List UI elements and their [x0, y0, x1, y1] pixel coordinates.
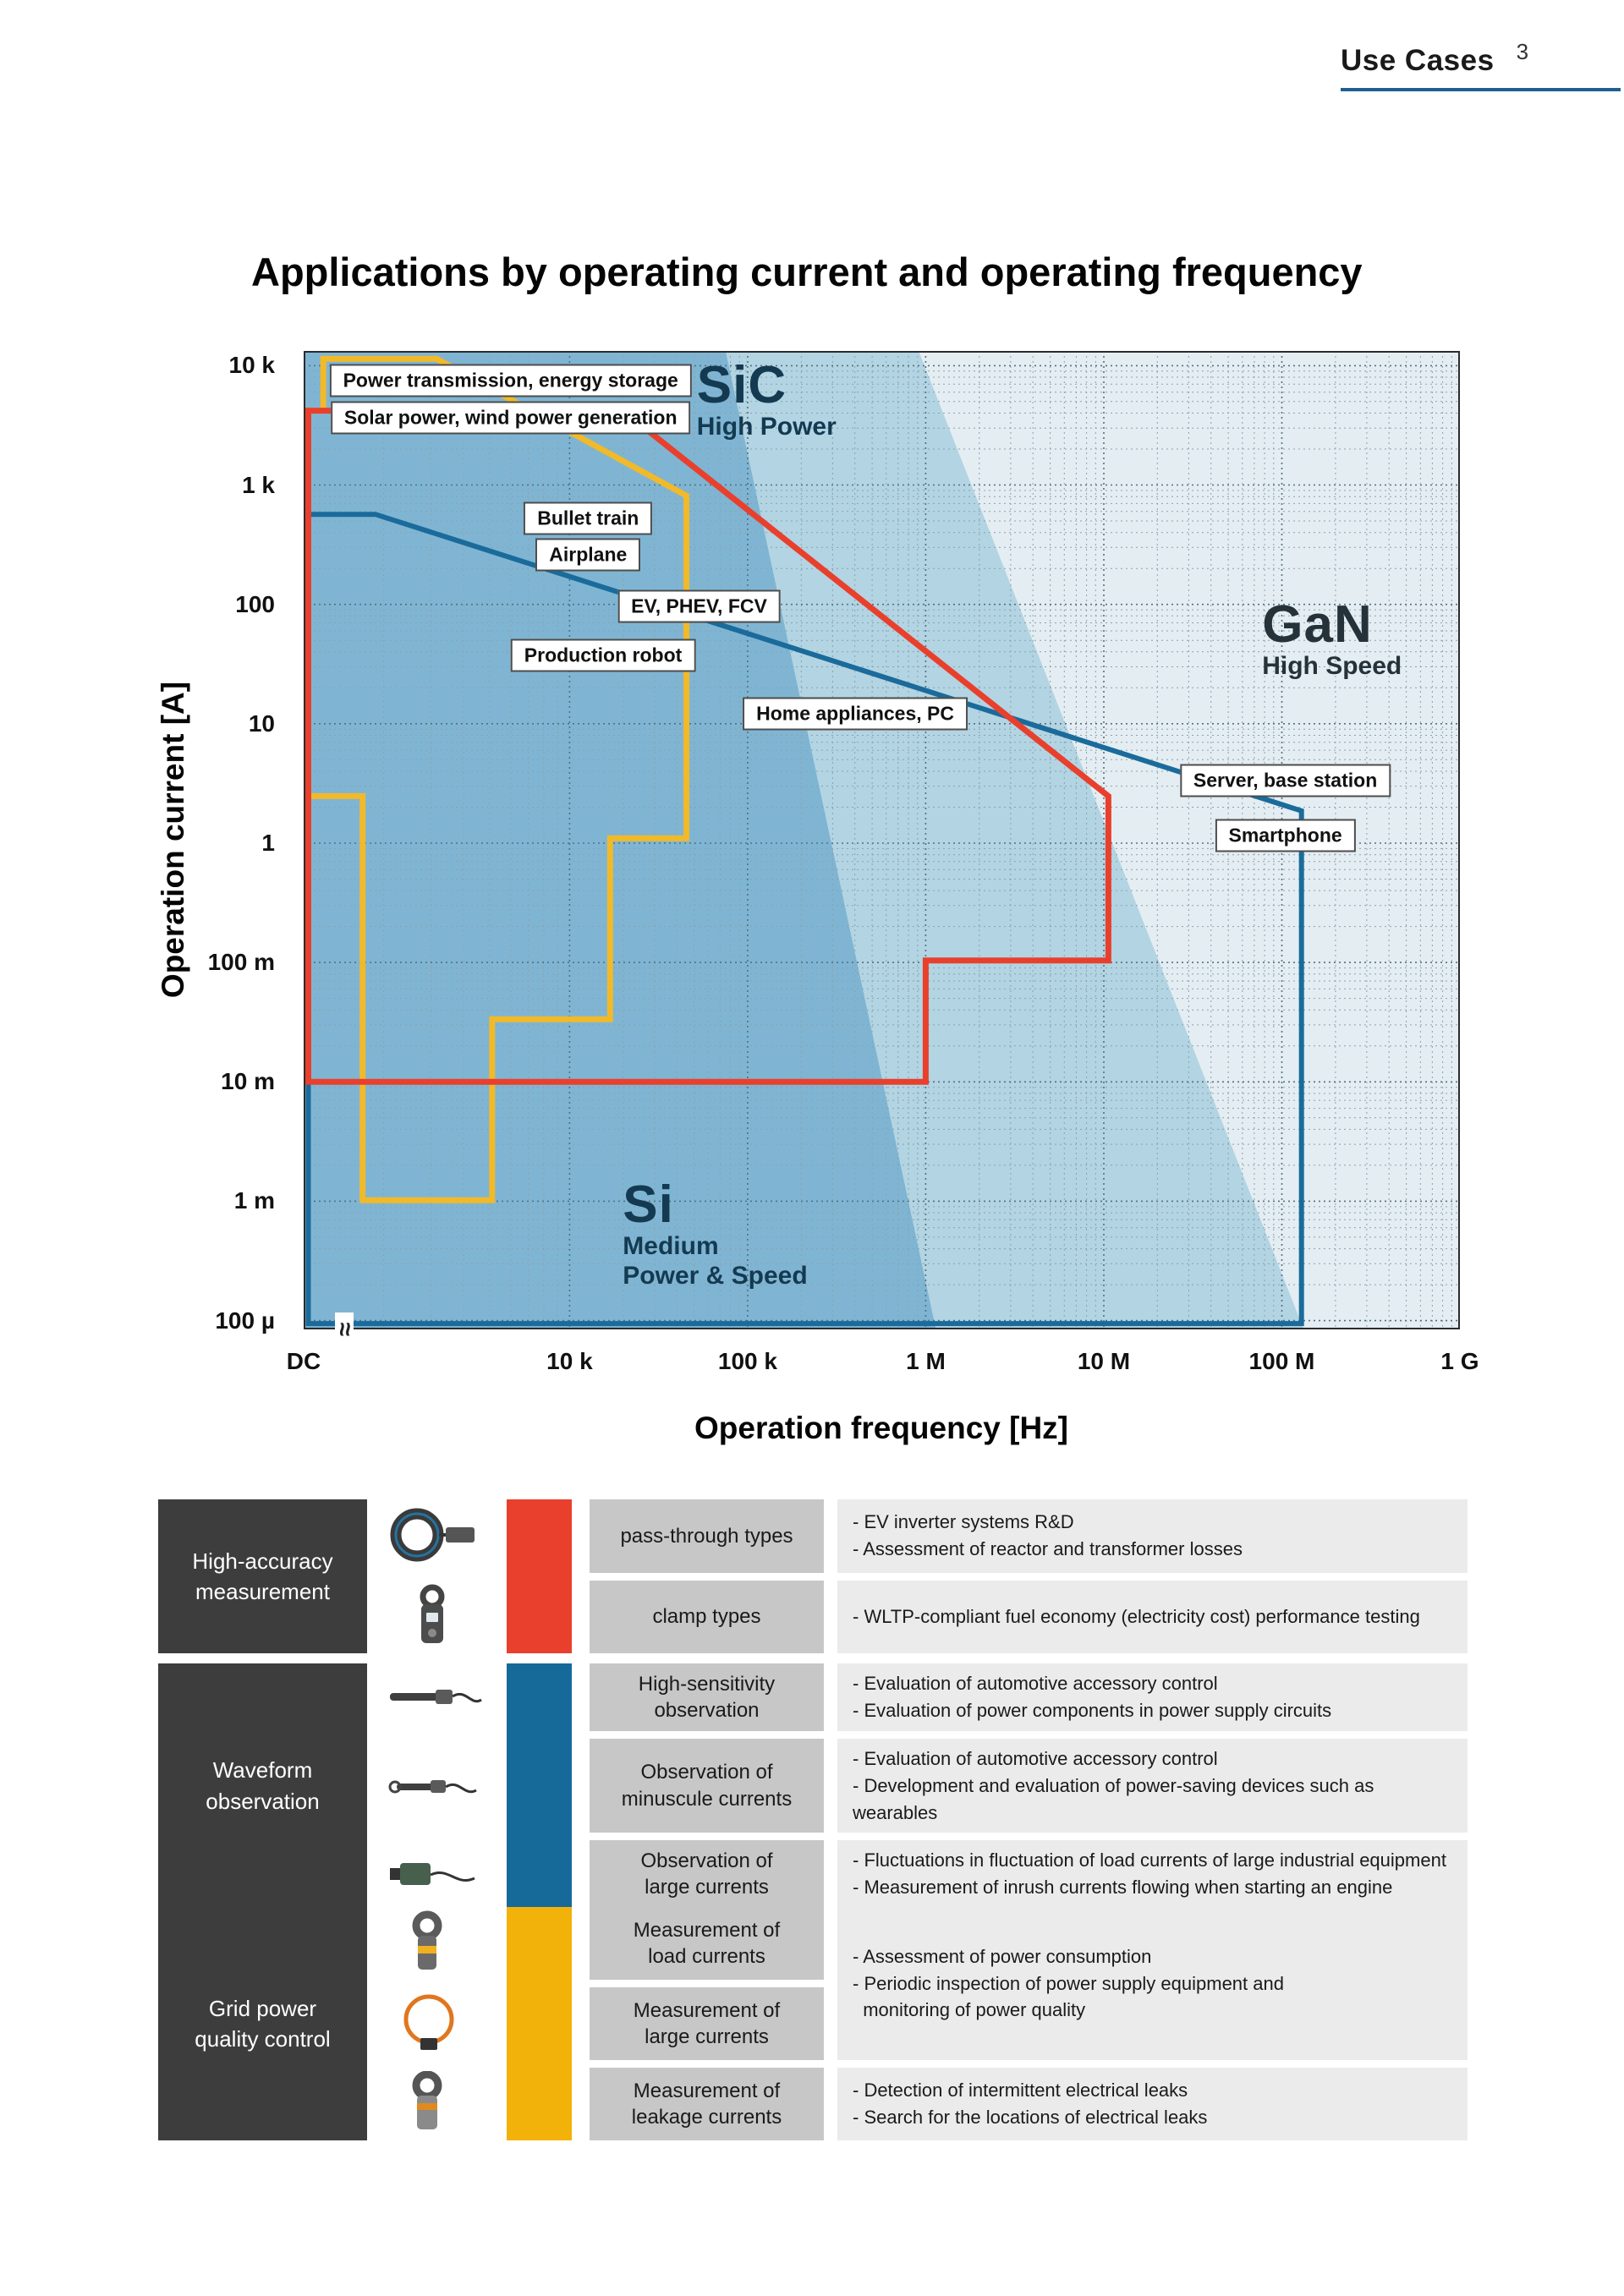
- group-color-bar: [507, 1499, 572, 1653]
- clamp-meter-icon: [420, 1584, 445, 1643]
- region-label-si: Si Medium Power & Speed: [623, 1175, 808, 1291]
- row-label: Measurement of load currents: [590, 1907, 824, 1980]
- use-case-group-waveform-observation: Waveform observation High-sen: [158, 1663, 1468, 1909]
- region-sublabel: High Speed: [1262, 651, 1402, 680]
- y-tick-label: 100 m: [207, 949, 275, 976]
- chart-annotation: EV, PHEV, FCV: [617, 589, 781, 623]
- region-sic-fill: [726, 351, 1304, 1329]
- applications-chart: ≈ Power transmission, energy storage Sola…: [304, 351, 1460, 1346]
- region-sublabel: Medium Power & Speed: [623, 1231, 808, 1290]
- outline-high-accuracy-measurement: [305, 408, 1111, 1085]
- x-tick-label: 1 G: [1440, 1348, 1479, 1374]
- chart-annotation: Smartphone: [1215, 819, 1356, 852]
- page-number: 3: [1516, 39, 1529, 64]
- leakage-clamp-photo: [367, 2068, 499, 2140]
- group-color-bar: [507, 1907, 572, 2140]
- clamp-meter-photo: [367, 1581, 499, 1654]
- y-tick-label: 1 m: [233, 1187, 275, 1214]
- row-label: clamp types: [590, 1580, 824, 1653]
- region-label-gan: GaN High Speed: [1262, 595, 1402, 682]
- load-current-clamp-photo: [367, 1907, 499, 1980]
- x-tick-label: 1 M: [906, 1348, 946, 1374]
- chart-annotation: Airplane: [535, 538, 641, 572]
- row-label: pass-through types: [590, 1499, 824, 1573]
- x-tick-label: 10 M: [1077, 1348, 1131, 1374]
- chart-title: Applications by operating current and op…: [251, 249, 1363, 294]
- x-axis-title: Operation frequency [Hz]: [694, 1411, 1068, 1445]
- group-title: Grid power quality control: [158, 1907, 367, 2140]
- outline-waveform-observation: [305, 512, 1304, 1327]
- y-axis-ticks: 10 k 1 k 100 10 1 100 m 10 m 1 m 100 µ: [0, 351, 288, 1333]
- y-tick-label: 100: [235, 590, 275, 617]
- probe-icon: [388, 1779, 477, 1794]
- row-label: Measurement of leakage currents: [590, 2068, 824, 2140]
- region-sublabel: High Power: [696, 413, 837, 441]
- row-description: - Evaluation of automotive accessory con…: [837, 1663, 1468, 1731]
- y-tick-label: 100 µ: [215, 1307, 275, 1334]
- leak-clamp-icon: [412, 2071, 442, 2129]
- region-name: SiC: [696, 356, 787, 415]
- high-sensitivity-probe-photo: [367, 1663, 499, 1731]
- chart-annotation: Production robot: [510, 638, 696, 672]
- x-tick-label: DC: [286, 1348, 321, 1374]
- section-title: Use Cases: [1341, 44, 1495, 77]
- use-case-group-high-accuracy: High-accuracy measurement pass-through t…: [158, 1499, 1468, 1653]
- plot-border: [304, 351, 1460, 1329]
- region-name: Si: [623, 1175, 674, 1234]
- region-gan-fill: [919, 351, 1460, 1329]
- axis-break-mark: ≈: [331, 1312, 359, 1346]
- clamp-sensor-icon: [412, 1910, 442, 1970]
- use-case-group-grid-power-quality: Grid power quality control Measurement o…: [158, 1907, 1468, 2140]
- row-description: - Evaluation of automotive accessory con…: [837, 1738, 1468, 1833]
- chart-annotation: Solar power, wind power generation: [330, 401, 691, 435]
- y-tick-label: 10 k: [228, 352, 276, 379]
- row-description: - EV inverter systems R&D - Assessment o…: [837, 1499, 1468, 1573]
- row-label: Measurement of large currents: [590, 1987, 824, 2060]
- row-description: - Fluctuations in fluctuation of load cu…: [837, 1840, 1468, 1909]
- x-tick-label: 100 k: [717, 1348, 777, 1374]
- row-description: - Detection of intermittent electrical l…: [837, 2068, 1468, 2140]
- chart-annotation: Home appliances, PC: [743, 697, 968, 731]
- flexible-current-sensor-photo: [367, 1987, 499, 2060]
- large-current-sensor-photo: [367, 1840, 499, 1908]
- pass-through-sensor-photo: [367, 1499, 499, 1573]
- group-color-bar: [507, 1663, 572, 1909]
- x-tick-label: 10 k: [546, 1348, 593, 1374]
- chart-overlay: ≈ Power transmission, energy storage Sola…: [304, 351, 1460, 1346]
- region-label-sic: SiC High Power: [697, 359, 837, 442]
- x-tick-label: 100 M: [1248, 1348, 1315, 1374]
- y-tick-label: 10 m: [221, 1068, 275, 1095]
- chart-annotation: Bullet train: [524, 501, 653, 535]
- y-tick-label: 1 k: [242, 471, 275, 498]
- chart-annotation: Power transmission, energy storage: [329, 364, 692, 397]
- minuscule-current-probe-photo: [367, 1739, 499, 1833]
- group-title: High-accuracy measurement: [158, 1499, 367, 1653]
- sensor-box-icon: [390, 1863, 475, 1886]
- row-label: Observation of minuscule currents: [590, 1738, 824, 1833]
- ct-ring-icon: [390, 1508, 475, 1562]
- x-axis-ticks: DC 10 k 100 k 1 M 10 M 100 M 1 G: [287, 1348, 1479, 1385]
- group-title: Waveform observation: [158, 1663, 367, 1909]
- y-tick-label: 10: [248, 710, 275, 737]
- outline-grid-power-quality: [305, 355, 689, 1203]
- header-rule: [1341, 88, 1621, 91]
- row-label: High-sensitivity observation: [590, 1663, 824, 1731]
- probe-icon: [390, 1689, 482, 1704]
- chart-annotation: Server, base station: [1179, 764, 1391, 797]
- row-description: - WLTP-compliant fuel economy (electrici…: [837, 1580, 1468, 1653]
- page-header: Use Cases 3: [1341, 39, 1528, 78]
- row-label: Observation of large currents: [590, 1840, 824, 1909]
- flexible-loop-icon: [403, 1994, 454, 2050]
- region-name: GaN: [1262, 595, 1373, 654]
- row-description-merged: - Assessment of power consumption - Peri…: [837, 1907, 1468, 2060]
- y-tick-label: 1: [261, 829, 275, 856]
